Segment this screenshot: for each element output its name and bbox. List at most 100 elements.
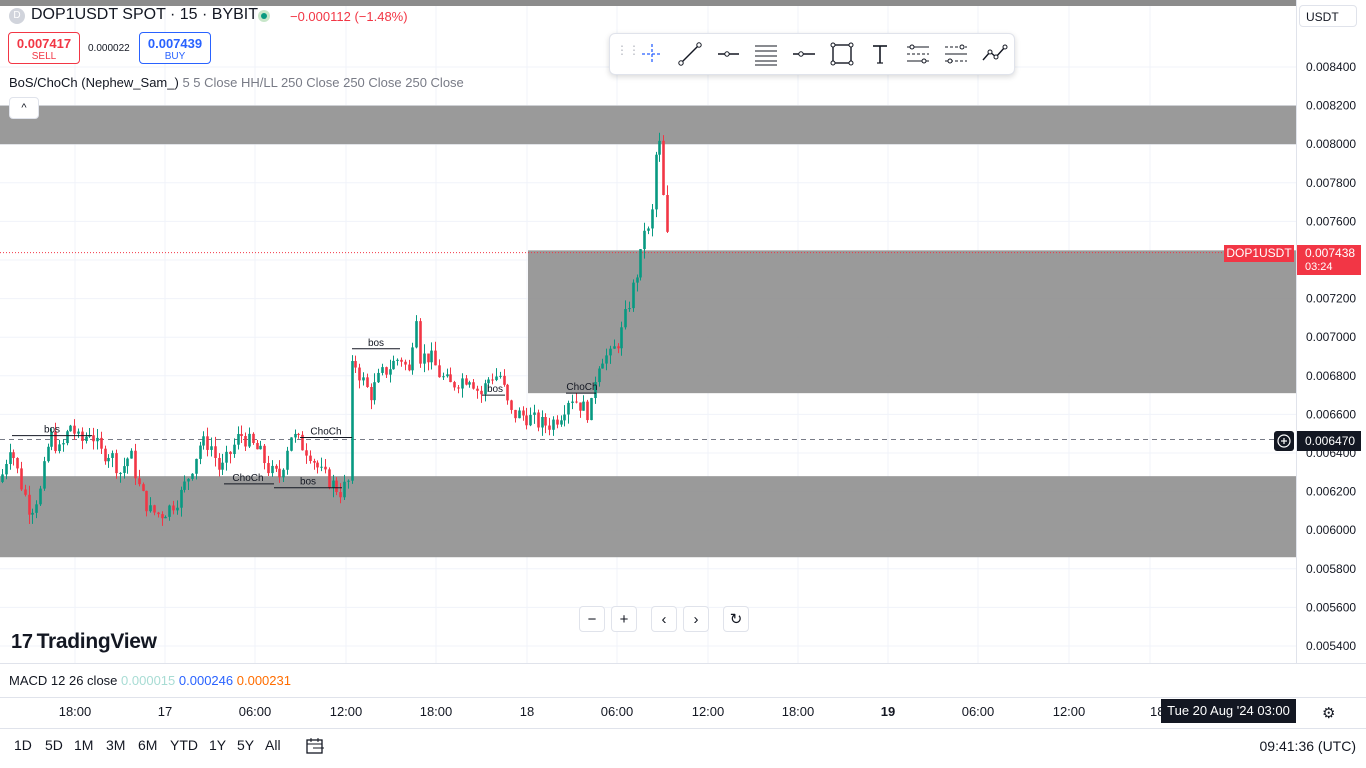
- path-icon[interactable]: [980, 40, 1008, 68]
- macd-value-2: 0.000246: [178, 673, 234, 688]
- drawing-toolbar: ⋮⋮: [609, 33, 1015, 75]
- candle-body: [347, 480, 350, 482]
- candle-body: [172, 505, 175, 511]
- zoom-in-button[interactable]: +: [611, 606, 637, 632]
- timeframe-6m[interactable]: 6M: [138, 737, 158, 753]
- candle-body: [655, 154, 658, 210]
- sell-button[interactable]: 0.007417 SELL: [8, 32, 80, 64]
- drag-handle-icon[interactable]: ⋮⋮: [616, 43, 640, 57]
- price-change: −0.000112 (−1.48%): [290, 9, 408, 24]
- x-tick-label: 06:00: [601, 704, 634, 719]
- candle-body: [35, 504, 38, 513]
- zoom-out-button[interactable]: −: [579, 606, 605, 632]
- tradingview-wordmark: TradingView: [36, 630, 157, 653]
- buy-button[interactable]: 0.007439 BUY: [139, 32, 211, 64]
- zone-rect: [0, 476, 1296, 558]
- timeframe-ytd[interactable]: YTD: [170, 737, 198, 753]
- candle-body: [176, 507, 179, 511]
- market-status-icon[interactable]: [258, 10, 270, 22]
- candle-body: [563, 414, 566, 421]
- candle-body: [16, 458, 19, 469]
- timeframe-3m[interactable]: 3M: [106, 737, 126, 753]
- symbol-title[interactable]: DOP1USDT SPOT · 15 · BYBIT: [31, 6, 259, 23]
- candle-body: [233, 444, 236, 455]
- utc-clock[interactable]: 09:41:36 (UTC): [1259, 738, 1356, 754]
- candle-body: [461, 378, 464, 389]
- y-tick-label: 0.006800: [1306, 369, 1356, 383]
- candle-body: [358, 367, 361, 381]
- candle-body: [161, 514, 164, 519]
- fib-retracement-icon[interactable]: [752, 40, 780, 68]
- timeframe-all[interactable]: All: [265, 737, 281, 753]
- date-range-icon[interactable]: [304, 735, 326, 757]
- tradingview-logo[interactable]: 17 TradingView: [11, 630, 157, 654]
- candle-body: [639, 249, 642, 278]
- horizontal-ray-icon[interactable]: [714, 40, 742, 68]
- y-tick-label: 0.005400: [1306, 639, 1356, 653]
- y-tick-label: 0.008000: [1306, 137, 1356, 151]
- text-tool-icon[interactable]: [866, 40, 894, 68]
- candle-body: [495, 376, 498, 381]
- candle-body: [54, 431, 57, 452]
- candle-body: [522, 410, 525, 416]
- candle-body: [39, 488, 42, 505]
- y-tick-label: 0.006000: [1306, 523, 1356, 537]
- rectangle-icon[interactable]: [828, 40, 856, 68]
- candle-body: [628, 308, 631, 310]
- bos-choch-labels: bos ChoCh bos ChoCh bos bos ChoCh: [12, 338, 598, 489]
- candle-body: [210, 446, 213, 450]
- candle-body: [373, 382, 376, 401]
- timeframe-1y[interactable]: 1Y: [209, 737, 227, 753]
- candle-body: [651, 209, 654, 229]
- x-tick-label: 06:00: [239, 704, 272, 719]
- candle-body: [370, 387, 373, 401]
- candle-body: [335, 480, 338, 493]
- candle-body: [491, 379, 494, 381]
- candle-body: [613, 346, 616, 349]
- candle-body: [579, 402, 582, 411]
- macd-legend[interactable]: MACD 12 26 close 0.000015 0.000246 0.000…: [9, 673, 291, 688]
- candle-body: [12, 452, 15, 459]
- timeframe-5d[interactable]: 5D: [45, 737, 63, 753]
- x-tick-label: 19: [881, 704, 895, 719]
- candle-body: [601, 363, 604, 369]
- trend-line-icon[interactable]: [676, 40, 704, 68]
- candle-body: [248, 433, 251, 447]
- candle-body: [389, 369, 392, 375]
- candle-body: [85, 436, 88, 441]
- candle-body: [282, 469, 285, 478]
- candle-body: [320, 466, 323, 468]
- scroll-right-button[interactable]: ›: [683, 606, 709, 632]
- candle-body: [472, 382, 475, 389]
- timeframe-1m[interactable]: 1M: [74, 737, 94, 753]
- horizontal-line-icon[interactable]: [790, 40, 818, 68]
- collapse-legend-button[interactable]: ^: [9, 97, 39, 119]
- macd-title: MACD: [9, 673, 48, 688]
- timeframe-1d[interactable]: 1D: [14, 737, 32, 753]
- timeframe-5y[interactable]: 5Y: [237, 737, 255, 753]
- x-tick-label: 18: [520, 704, 534, 719]
- reset-chart-button[interactable]: ↻: [723, 606, 749, 632]
- settings-gear-icon[interactable]: ⚙: [1322, 705, 1336, 722]
- candle-body: [138, 478, 141, 485]
- candle-body: [415, 321, 418, 348]
- candle-body: [476, 388, 479, 391]
- candle-body: [58, 444, 61, 452]
- candle-body: [229, 451, 232, 455]
- candle-body: [43, 461, 46, 489]
- candle-body: [145, 490, 148, 512]
- crosshair-price-tag: 0.006470: [1297, 431, 1361, 451]
- pattern-icon[interactable]: [904, 40, 932, 68]
- crosshair-tool-icon[interactable]: [638, 40, 666, 68]
- candle-body: [66, 431, 69, 444]
- pane-divider[interactable]: [0, 663, 1366, 664]
- candle-body: [396, 359, 399, 361]
- currency-selector[interactable]: USDT: [1299, 5, 1357, 27]
- forecast-icon[interactable]: [942, 40, 970, 68]
- candle-body: [518, 410, 521, 419]
- indicator-legend[interactable]: BoS/ChoCh (Nephew_Sam_) 5 5 Close HH/LL …: [9, 75, 464, 90]
- add-alert-button[interactable]: [1274, 431, 1294, 451]
- scroll-left-button[interactable]: ‹: [651, 606, 677, 632]
- candle-body: [115, 453, 118, 474]
